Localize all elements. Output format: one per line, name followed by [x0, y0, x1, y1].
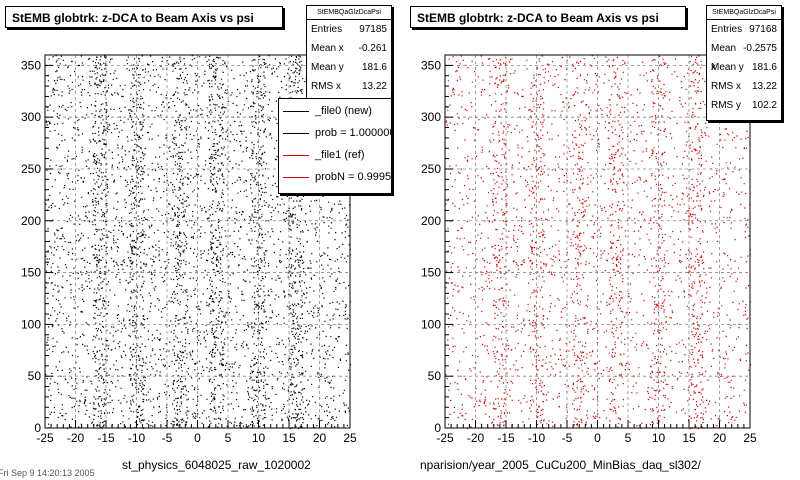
- left-footer-filename: st_physics_6048025_raw_1020002: [122, 458, 311, 472]
- x-tick-label: -5: [562, 431, 573, 445]
- stats-label: RMS x: [311, 81, 341, 92]
- left-stats-row-entries: Entries 97185: [307, 20, 391, 39]
- stats-label: RMS y: [711, 100, 741, 111]
- x-tick-label: 0: [594, 431, 601, 445]
- left-stats-row-rms-x: RMS x 13.22: [307, 77, 391, 96]
- y-tick-label: 100: [21, 317, 41, 331]
- stats-value: 181.6: [751, 62, 777, 73]
- y-tick-label: 250: [421, 162, 441, 176]
- stats-value: 97168: [749, 24, 777, 35]
- legend-line-swatch: [283, 155, 309, 156]
- legend-entry: _file1 (ref): [279, 144, 391, 166]
- y-tick-label: 0: [34, 421, 41, 435]
- stats-value: -0.2575: [743, 43, 777, 54]
- stats-label: Entries: [711, 24, 743, 35]
- scatter-panel-right: -25 -20 -15 -10 -5 0 5 10 15 20 250501001502002503…: [421, 54, 757, 445]
- legend-line-swatch: [283, 133, 309, 134]
- y-tick-label: 350: [421, 58, 441, 72]
- stats-label: Mean y: [711, 62, 744, 73]
- x-tick-label: -5: [162, 431, 173, 445]
- x-tick-label: 0: [194, 431, 201, 445]
- x-tick-label: -10: [128, 431, 146, 445]
- stats-label: Mean x: [711, 43, 737, 73]
- y-tick-label: 200: [421, 214, 441, 228]
- scatter-points: [445, 55, 752, 430]
- x-tick-label: 10: [252, 431, 266, 445]
- legend-line-swatch: [283, 111, 309, 112]
- left-stats-box: StEMBQaGlzDcaPsi Entries 97185 Mean x -0…: [306, 5, 392, 101]
- y-tick-label: 300: [21, 110, 41, 124]
- y-tick-label: 100: [421, 317, 441, 331]
- legend-label: _file0 (new): [315, 105, 372, 117]
- y-tick-label: 150: [21, 266, 41, 280]
- corner-timestamp: Fri Sep 9 14:20:13 2005: [0, 468, 95, 478]
- stats-value: 13.22: [361, 81, 387, 92]
- right-stats-row-entries: Entries 97168: [707, 20, 781, 39]
- x-tick-label: -20: [67, 431, 85, 445]
- x-tick-label: 20: [713, 431, 727, 445]
- y-tick-label: 50: [428, 369, 442, 383]
- y-tick-label: 0: [434, 421, 441, 435]
- right-stats-box: StEMBQaGlzDcaPsi Entries 97168 Mean x -0…: [706, 5, 782, 121]
- x-tick-label: -25: [436, 431, 454, 445]
- x-tick-label: -15: [97, 431, 115, 445]
- x-tick-label: 10: [652, 431, 666, 445]
- left-stats-row-mean-y: Mean y 181.6: [307, 58, 391, 77]
- x-tick-label: -20: [467, 431, 485, 445]
- comparison-legend: _file0 (new) prob = 1.000000 _file1 (ref…: [278, 98, 392, 194]
- stats-value: 102.2: [751, 100, 777, 111]
- x-tick-label: 15: [682, 431, 696, 445]
- x-tick-label: 5: [625, 431, 632, 445]
- left-stats-row-mean-x: Mean x -0.261: [307, 39, 391, 58]
- left-stats-name: StEMBQaGlzDcaPsi: [307, 6, 391, 20]
- legend-label: probN = 0.999525: [315, 171, 392, 183]
- stats-label: Mean y: [311, 62, 344, 73]
- legend-entry: _file0 (new): [279, 100, 391, 122]
- right-footer-filename: nparision/year_2005_CuCu200_MinBias_daq_…: [420, 458, 701, 472]
- stats-value: -0.261: [358, 43, 387, 54]
- y-tick-label: 350: [21, 58, 41, 72]
- left-histogram-title: StEMB globtrk: z-DCA to Beam Axis vs psi: [5, 6, 283, 28]
- right-stats-row-rms-y: RMS y 102.2: [707, 96, 781, 115]
- stats-label: Mean x: [311, 43, 344, 54]
- stats-label: Entries: [311, 24, 343, 35]
- right-stats-row-mean-x: Mean x -0.2575: [707, 39, 781, 73]
- legend-entry: probN = 0.999525: [279, 166, 391, 188]
- x-tick-label: 15: [282, 431, 296, 445]
- x-tick-label: -10: [528, 431, 546, 445]
- legend-label: prob = 1.000000: [315, 127, 392, 139]
- stats-value: 13.22: [751, 81, 777, 92]
- x-tick-label: -25: [36, 431, 54, 445]
- y-tick-label: 250: [21, 162, 41, 176]
- y-tick-label: 200: [21, 214, 41, 228]
- y-tick-label: 50: [28, 369, 42, 383]
- right-histogram-title: StEMB globtrk: z-DCA to Beam Axis vs psi: [410, 6, 686, 28]
- legend-entry: prob = 1.000000: [279, 122, 391, 144]
- x-tick-label: -15: [497, 431, 515, 445]
- stats-label: RMS x: [711, 81, 741, 92]
- x-tick-label: 5: [225, 431, 232, 445]
- legend-label: _file1 (ref): [315, 149, 365, 161]
- x-tick-label: 25: [743, 431, 757, 445]
- scatter-points: [45, 55, 352, 430]
- y-tick-label: 150: [421, 266, 441, 280]
- x-tick-label: 20: [313, 431, 327, 445]
- right-stats-row-mean-y: Mean y 181.6: [707, 58, 781, 77]
- x-tick-label: 25: [343, 431, 357, 445]
- stats-value: 97185: [359, 24, 387, 35]
- y-tick-label: 300: [421, 110, 441, 124]
- right-stats-row-rms-x: RMS x 13.22: [707, 77, 781, 96]
- legend-line-swatch: [283, 177, 309, 178]
- right-stats-name: StEMBQaGlzDcaPsi: [707, 6, 781, 20]
- stats-value: 181.6: [361, 62, 387, 73]
